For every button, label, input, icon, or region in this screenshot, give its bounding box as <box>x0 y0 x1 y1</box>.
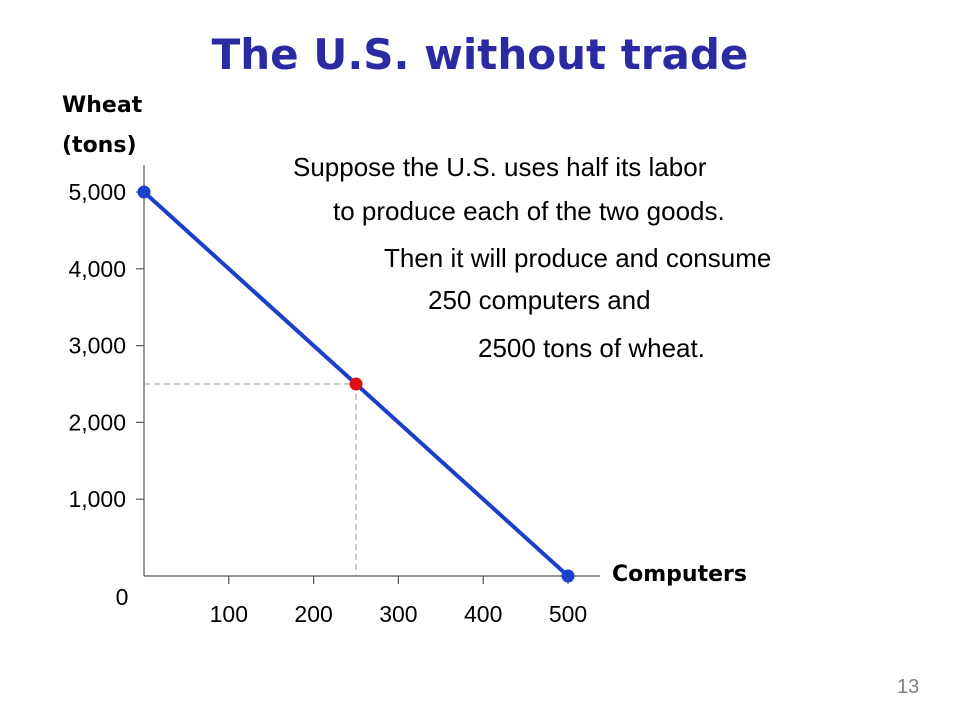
y-tick-label: 2,000 <box>68 409 126 435</box>
endpoint-marker <box>561 569 575 583</box>
x-tick-label: 400 <box>464 601 502 627</box>
annotation-line-3: Then it will produce and consume <box>384 243 772 273</box>
x-tick-label: 500 <box>549 601 587 627</box>
y-axis-label-line-2: (tons) <box>62 133 137 158</box>
y-axis-label-line-1: Wheat <box>62 93 143 118</box>
x-tick-label: 300 <box>379 601 417 627</box>
annotation-line-2: to produce each of the two goods. <box>333 196 725 226</box>
y-tick-label: 5,000 <box>68 179 126 205</box>
x-tick-label: 100 <box>210 601 248 627</box>
endpoint-marker <box>137 185 151 199</box>
y-axis-label: Wheat (tons) <box>62 86 142 166</box>
consumption-point-marker <box>349 377 363 391</box>
x-axis-label: Computers <box>612 562 747 587</box>
x-tick-label: 200 <box>294 601 332 627</box>
origin-label: 0 <box>116 584 129 610</box>
y-tick-label: 4,000 <box>68 256 126 282</box>
page-number: 13 <box>897 676 920 698</box>
annotation-line-4: 250 computers and <box>428 285 651 315</box>
slide-title: The U.S. without trade <box>211 30 749 79</box>
y-tick-label: 3,000 <box>68 333 126 359</box>
annotation-line-5: 2500 tons of wheat. <box>478 333 705 363</box>
y-tick-label: 1,000 <box>68 486 126 512</box>
annotation-line-1: Suppose the U.S. uses half its labor <box>293 152 707 182</box>
